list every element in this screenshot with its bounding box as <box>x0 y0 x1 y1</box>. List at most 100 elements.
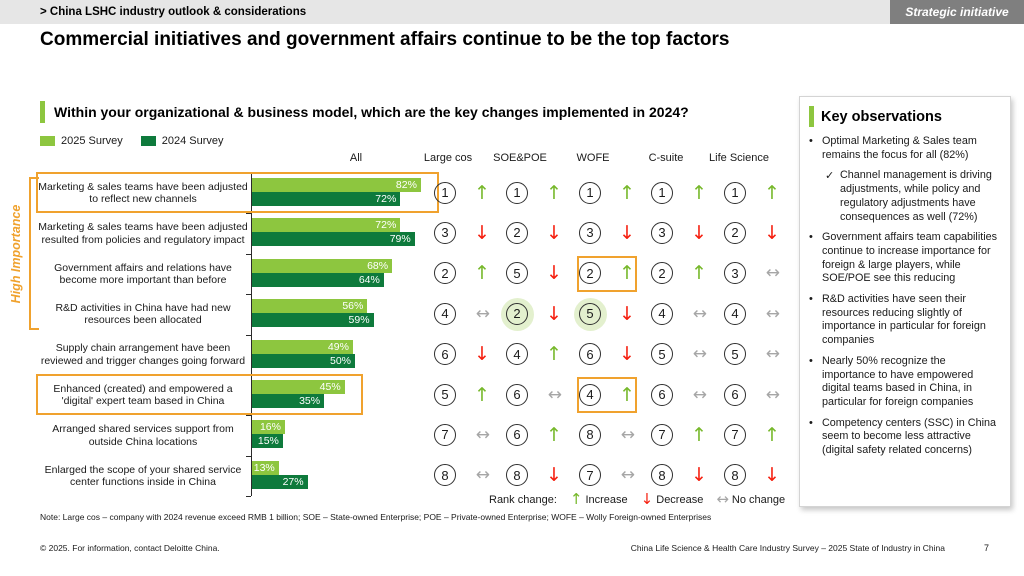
left-right-arrow-icon: ↔ <box>475 465 490 486</box>
observations-title: Key observations <box>821 108 942 125</box>
observation-text: Optimal Marketing & Sales team remains t… <box>822 135 977 161</box>
observation-bullet: • R&D activities have seen their resource… <box>809 293 1001 348</box>
rank-circle-wrap: 2 <box>651 262 674 285</box>
high-importance-bracket-bottom <box>29 328 39 330</box>
rank-number-circle: 3 <box>651 221 673 244</box>
bar-value: 27% <box>282 475 304 488</box>
up-arrow-icon: ↑ <box>764 423 780 446</box>
question-header: Within your organizational & business mo… <box>40 101 689 123</box>
up-arrow-icon: ↑ <box>546 343 562 366</box>
rank-number-circle: 2 <box>651 262 673 285</box>
rank-circle-wrap: 8 <box>434 464 457 487</box>
bar-2025: 45% <box>252 380 345 394</box>
rank-number-circle: 1 <box>434 181 456 204</box>
rank-highlight-box <box>577 377 637 413</box>
rank-cell: 6 ↔ <box>506 382 562 408</box>
rank-cell: 8 ↓ <box>724 463 780 489</box>
rank-cell: 8 ↔ <box>579 422 635 448</box>
bar-2025: 13% <box>252 460 279 475</box>
bar-value: 72% <box>375 219 397 232</box>
rank-cell: 5 ↔ <box>724 342 780 368</box>
rank-number-circle: 6 <box>579 343 601 366</box>
rank-cell: 4 ↔ <box>434 301 490 327</box>
rank-number-circle: 4 <box>434 302 456 325</box>
question-title: Within your organizational & business mo… <box>54 104 689 120</box>
chart-axis <box>251 173 252 497</box>
rank-number-circle: 7 <box>579 464 601 487</box>
page-title: Commercial initiatives and government af… <box>40 29 730 50</box>
up-arrow-icon: ↑ <box>546 181 562 204</box>
down-arrow-icon: ↓ <box>640 490 654 508</box>
bullet-icon: • <box>809 416 813 429</box>
rank-number-circle: 2 <box>724 221 746 244</box>
rank-legend-increase: ↑ Increase <box>570 492 628 507</box>
rank-cell: 8 ↔ <box>434 463 490 489</box>
rank-change-legend: Rank change: ↑ Increase ↓ Decrease ↔ No … <box>489 492 785 507</box>
bar-value: 13% <box>253 461 275 474</box>
rank-cell: 4 ↔ <box>724 301 780 327</box>
left-right-arrow-icon: ↔ <box>620 465 635 486</box>
rank-number-circle: 4 <box>506 343 528 366</box>
rank-cell: 1 ↑ <box>724 180 780 206</box>
up-arrow-icon: ↑ <box>764 181 780 204</box>
down-arrow-icon: ↓ <box>764 221 780 244</box>
rank-number-circle: 1 <box>651 181 673 204</box>
bar-2024: 79% <box>252 232 415 247</box>
bullet-icon: • <box>809 354 813 367</box>
down-arrow-icon: ↓ <box>546 302 562 325</box>
high-importance-bracket-top <box>29 177 39 179</box>
legend-label: 2025 Survey <box>61 135 123 147</box>
rank-cell: 2 ↑ <box>651 261 707 287</box>
left-right-arrow-icon: ↔ <box>765 303 780 324</box>
column-header: SOE&POE <box>493 152 547 164</box>
row-highlight-box <box>36 374 363 416</box>
observation-sub-text: Channel management is driving adjustment… <box>840 169 992 223</box>
key-observations-panel: Key observations • Optimal Marketing & Sa… <box>799 96 1011 507</box>
rank-cell: 6 ↔ <box>724 382 780 408</box>
rank-number-circle: 3 <box>434 221 456 244</box>
page-number: 7 <box>984 543 990 553</box>
up-arrow-icon: ↑ <box>619 383 635 406</box>
left-right-arrow-icon: ↔ <box>765 384 780 405</box>
up-arrow-icon: ↑ <box>474 262 490 285</box>
rank-number-circle: 5 <box>579 302 601 325</box>
legend-swatch <box>40 136 55 146</box>
question-accent-bar <box>40 101 45 123</box>
rank-number-circle: 8 <box>506 464 528 487</box>
up-arrow-icon: ↑ <box>474 383 490 406</box>
bar-value: 56% <box>342 300 364 313</box>
rank-cell: 1 ↑ <box>434 180 490 206</box>
rank-circle-wrap: 7 <box>724 423 747 447</box>
observation-sub-bullet: ✓ Channel management is driving adjustmen… <box>825 169 1001 224</box>
rank-circle-wrap: 8 <box>724 464 747 487</box>
rank-circle-wrap: 7 <box>579 464 602 487</box>
up-arrow-icon: ↑ <box>474 181 490 204</box>
rank-cell: 8 ↓ <box>506 463 562 489</box>
rank-number-circle: 2 <box>579 262 601 285</box>
bar-value: 68% <box>367 259 389 272</box>
rank-cell: 3 ↓ <box>434 220 490 246</box>
rank-number-circle: 2 <box>434 262 456 285</box>
rank-circle-wrap: 4 <box>651 302 674 326</box>
rank-circle-wrap: 1 <box>651 181 674 205</box>
rank-circle-wrap: 1 <box>579 181 602 205</box>
rank-circle-wrap: 2 <box>506 221 529 245</box>
rank-circle-wrap: 5 <box>434 383 457 407</box>
bar-2024: 27% <box>252 474 308 489</box>
up-arrow-icon: ↑ <box>546 423 562 446</box>
rank-cell: 1 ↑ <box>651 180 707 206</box>
rank-number-circle: 5 <box>506 262 528 285</box>
bar-2024: 15% <box>252 434 283 449</box>
bar-2025: 72% <box>252 218 401 233</box>
bar-value: 50% <box>329 354 351 367</box>
rank-number-circle: 5 <box>651 343 673 366</box>
rank-legend-decrease-label: Decrease <box>656 493 704 506</box>
rank-circle-wrap: 8 <box>506 464 529 487</box>
rank-circle-wrap: 1 <box>506 181 529 205</box>
left-right-arrow-icon: ↔ <box>692 344 707 365</box>
up-arrow-icon: ↑ <box>691 181 707 204</box>
rank-cell: 6 ↔ <box>651 382 707 408</box>
down-arrow-icon: ↓ <box>764 464 780 487</box>
bar-2024: 72% <box>252 192 401 206</box>
